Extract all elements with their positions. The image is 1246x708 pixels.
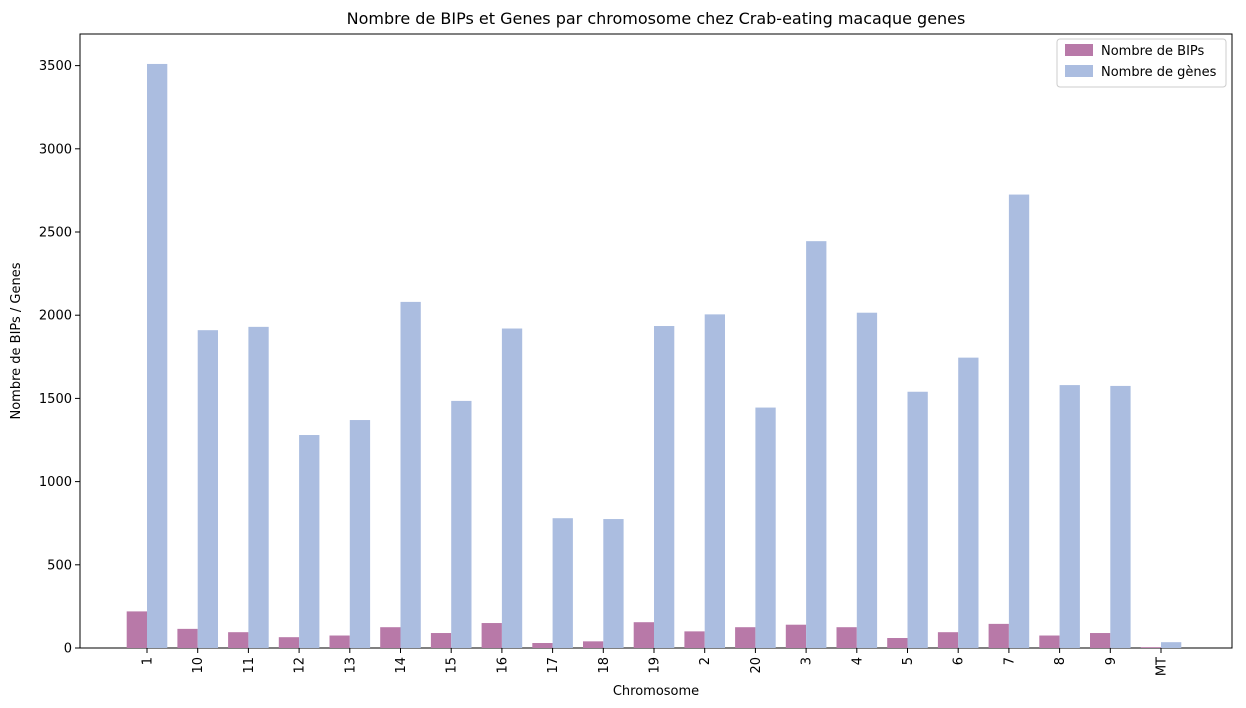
x-tick-label: 1: [141, 657, 156, 665]
y-axis-label: Nombre de BIPs / Genes: [9, 262, 24, 419]
bar-bips: [1140, 647, 1161, 648]
legend-label-bips: Nombre de BIPs: [1101, 44, 1205, 59]
y-tick-label: 1500: [39, 392, 72, 407]
y-tick-label: 3000: [39, 142, 72, 157]
x-tick-label: 11: [242, 657, 257, 674]
bar-bips: [380, 627, 401, 648]
y-tick-label: 3500: [39, 59, 72, 74]
x-tick-label: 2: [698, 657, 713, 665]
bar-genes: [1059, 385, 1080, 648]
x-tick-label: 10: [191, 657, 206, 674]
bar-genes: [501, 328, 523, 648]
bar-bips: [785, 624, 807, 648]
chart-title: Nombre de BIPs et Genes par chromosome c…: [347, 9, 966, 28]
bar-bips: [937, 632, 959, 648]
x-tick-label: 4: [850, 657, 865, 665]
bar-genes: [704, 314, 725, 648]
x-tick-label: 13: [343, 657, 358, 674]
bar-genes: [147, 63, 168, 648]
x-tick-label: 5: [901, 657, 916, 665]
x-tick-label: 3: [800, 657, 815, 665]
y-axis: 0 500 1000 1500 2000 2500 3000 3500: [39, 59, 80, 657]
bar-bips: [583, 641, 604, 648]
x-axis: 1 10 11 12 13 14 15 16 17 18 19 2 20 3 4 5 6 7 8 9 MT: [141, 648, 1170, 676]
bar-genes: [1110, 385, 1131, 648]
x-tick-label: MT: [1155, 657, 1170, 676]
bar-genes: [755, 407, 776, 648]
y-tick-label: 2000: [39, 309, 72, 324]
legend-box: [1056, 38, 1227, 88]
y-tick-label: 2500: [39, 226, 72, 241]
bar-genes: [603, 519, 624, 648]
bar-bips: [329, 635, 350, 648]
bar-bips: [684, 631, 705, 648]
bar-genes: [856, 312, 878, 648]
bar-genes: [958, 357, 979, 648]
bar-bips: [836, 627, 857, 648]
bar-bips: [126, 611, 147, 648]
x-tick-label: 8: [1053, 657, 1068, 665]
x-tick-label: 9: [1104, 657, 1119, 665]
legend-label-genes: Nombre de gènes: [1101, 65, 1217, 80]
bars-group: [126, 63, 1182, 648]
bar-genes: [451, 400, 472, 648]
legend-swatch-bips: [1065, 44, 1093, 56]
bar-genes: [349, 420, 371, 648]
bar-bips: [735, 627, 756, 648]
bar-bips: [177, 628, 198, 648]
bar-bips: [988, 623, 1009, 648]
y-tick-label: 1000: [39, 475, 72, 490]
bar-genes: [197, 330, 218, 648]
bar-bips: [887, 638, 908, 648]
bar-bips: [1039, 635, 1060, 648]
bar-genes: [299, 435, 320, 648]
x-tick-label: 20: [749, 657, 764, 674]
bar-bips: [532, 643, 553, 648]
bar-genes: [400, 301, 421, 648]
bar-genes: [1008, 194, 1030, 648]
bar-bips: [633, 622, 654, 648]
legend-swatch-genes: [1065, 65, 1093, 77]
legend: Nombre de BIPs Nombre de gènes: [1056, 38, 1227, 88]
bar-bips: [430, 633, 452, 648]
x-tick-label: 19: [648, 657, 663, 674]
x-tick-label: 14: [394, 657, 409, 674]
bar-genes: [248, 326, 269, 648]
x-tick-label: 16: [495, 657, 510, 674]
y-tick-label: 500: [47, 558, 72, 573]
bar-bips: [278, 637, 300, 648]
bar-genes: [806, 241, 827, 648]
x-tick-label: 12: [293, 657, 308, 674]
y-tick-label: 0: [64, 642, 72, 657]
x-tick-label: 17: [546, 657, 561, 674]
bar-bips: [228, 632, 249, 648]
bar-genes: [1161, 642, 1182, 648]
x-axis-label: Chromosome: [613, 684, 699, 699]
x-tick-label: 6: [952, 657, 967, 665]
x-tick-label: 18: [597, 657, 612, 674]
bar-bips: [481, 623, 502, 648]
bar-genes: [907, 391, 928, 648]
x-tick-label: 7: [1002, 657, 1017, 665]
bar-bips: [1090, 633, 1111, 648]
bar-genes: [552, 518, 573, 648]
x-tick-label: 15: [445, 657, 460, 674]
bar-genes: [654, 326, 675, 648]
